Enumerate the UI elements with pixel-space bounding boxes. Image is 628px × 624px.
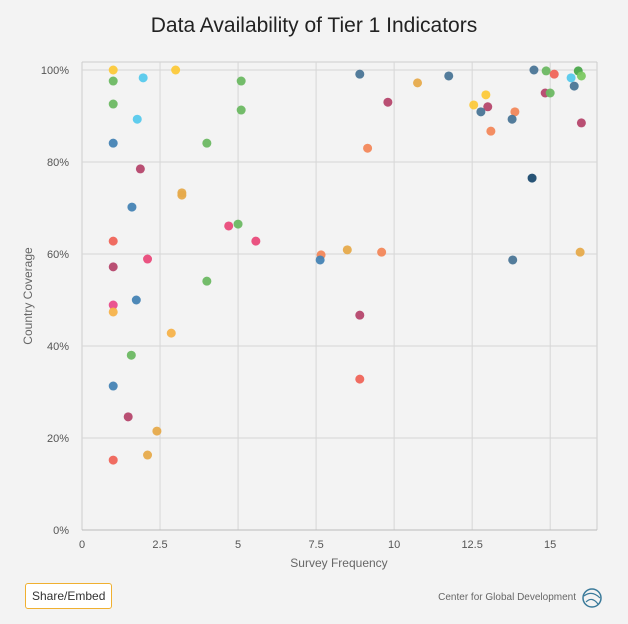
data-point[interactable] bbox=[566, 73, 576, 83]
data-point[interactable] bbox=[143, 450, 153, 460]
data-point[interactable] bbox=[363, 143, 373, 153]
data-point[interactable] bbox=[131, 295, 141, 305]
credit-text: Center for Global Development bbox=[438, 592, 576, 603]
tick-labels: 0 2.5 5 7.5 10 12.5 15 0% 20% 40% 60% 80% 100% bbox=[41, 65, 556, 551]
x-tick-label: 5 bbox=[235, 539, 241, 551]
data-point[interactable] bbox=[342, 245, 352, 255]
gridlines bbox=[81, 61, 598, 531]
data-point[interactable] bbox=[315, 255, 325, 265]
data-point[interactable] bbox=[138, 73, 148, 83]
data-point[interactable] bbox=[469, 100, 479, 110]
chart-title: Data Availability of Tier 1 Indicators bbox=[150, 14, 478, 37]
data-point[interactable] bbox=[108, 138, 118, 148]
y-tick-label: 60% bbox=[47, 249, 69, 261]
x-tick-label: 10 bbox=[388, 539, 400, 551]
data-point[interactable] bbox=[529, 65, 539, 75]
data-point[interactable] bbox=[236, 105, 246, 115]
data-point[interactable] bbox=[236, 76, 246, 86]
data-point[interactable] bbox=[108, 99, 118, 109]
data-point[interactable] bbox=[108, 236, 118, 246]
data-point[interactable] bbox=[510, 107, 520, 117]
x-axis-label: Survey Frequency bbox=[290, 556, 387, 570]
data-point[interactable] bbox=[166, 328, 176, 338]
x-tick-label: 12.5 bbox=[461, 539, 482, 551]
y-axis-label: Country Coverage bbox=[21, 247, 35, 345]
data-point[interactable] bbox=[177, 190, 187, 200]
data-point[interactable] bbox=[108, 381, 118, 391]
data-point[interactable] bbox=[135, 164, 145, 174]
data-point[interactable] bbox=[143, 254, 153, 264]
data-point[interactable] bbox=[576, 118, 586, 128]
x-tick-label: 2.5 bbox=[152, 539, 167, 551]
data-point[interactable] bbox=[507, 114, 517, 124]
x-tick-label: 0 bbox=[79, 539, 85, 551]
x-tick-label: 15 bbox=[544, 539, 556, 551]
data-point[interactable] bbox=[355, 374, 365, 384]
data-point[interactable] bbox=[444, 71, 454, 81]
data-point[interactable] bbox=[108, 76, 118, 86]
data-point[interactable] bbox=[233, 219, 243, 229]
data-point[interactable] bbox=[508, 255, 518, 265]
data-point[interactable] bbox=[486, 126, 496, 136]
data-point[interactable] bbox=[545, 88, 555, 98]
share-embed-button[interactable]: Share/Embed bbox=[25, 583, 113, 609]
data-point[interactable] bbox=[123, 412, 133, 422]
data-point[interactable] bbox=[108, 300, 118, 310]
data-point[interactable] bbox=[569, 81, 579, 91]
data-point[interactable] bbox=[108, 262, 118, 272]
data-point[interactable] bbox=[202, 138, 212, 148]
data-point[interactable] bbox=[202, 276, 212, 286]
data-point[interactable] bbox=[377, 247, 387, 257]
data-point[interactable] bbox=[127, 202, 137, 212]
data-point[interactable] bbox=[476, 107, 486, 117]
data-point[interactable] bbox=[527, 173, 537, 183]
data-point[interactable] bbox=[251, 236, 261, 246]
y-tick-label: 100% bbox=[41, 65, 69, 77]
data-point[interactable] bbox=[413, 78, 423, 88]
data-point[interactable] bbox=[576, 71, 586, 81]
y-tick-label: 80% bbox=[47, 157, 69, 169]
y-tick-label: 0% bbox=[53, 525, 69, 537]
data-point[interactable] bbox=[108, 65, 118, 75]
data-point[interactable] bbox=[549, 69, 559, 79]
data-point[interactable] bbox=[132, 114, 142, 124]
data-point[interactable] bbox=[152, 426, 162, 436]
data-point[interactable] bbox=[126, 350, 136, 360]
data-point[interactable] bbox=[355, 310, 365, 320]
data-points bbox=[108, 65, 586, 465]
y-tick-label: 40% bbox=[47, 341, 69, 353]
data-point[interactable] bbox=[224, 221, 234, 231]
data-point[interactable] bbox=[383, 97, 393, 107]
data-point[interactable] bbox=[108, 455, 118, 465]
data-point[interactable] bbox=[171, 65, 181, 75]
data-point[interactable] bbox=[483, 102, 493, 112]
data-point[interactable] bbox=[575, 247, 585, 257]
data-point[interactable] bbox=[481, 90, 491, 100]
data-point[interactable] bbox=[541, 66, 551, 76]
cgd-logo-icon bbox=[582, 588, 602, 608]
data-point[interactable] bbox=[355, 69, 365, 79]
data-point[interactable] bbox=[108, 307, 118, 317]
x-tick-label: 7.5 bbox=[308, 539, 323, 551]
y-tick-label: 20% bbox=[47, 433, 69, 445]
